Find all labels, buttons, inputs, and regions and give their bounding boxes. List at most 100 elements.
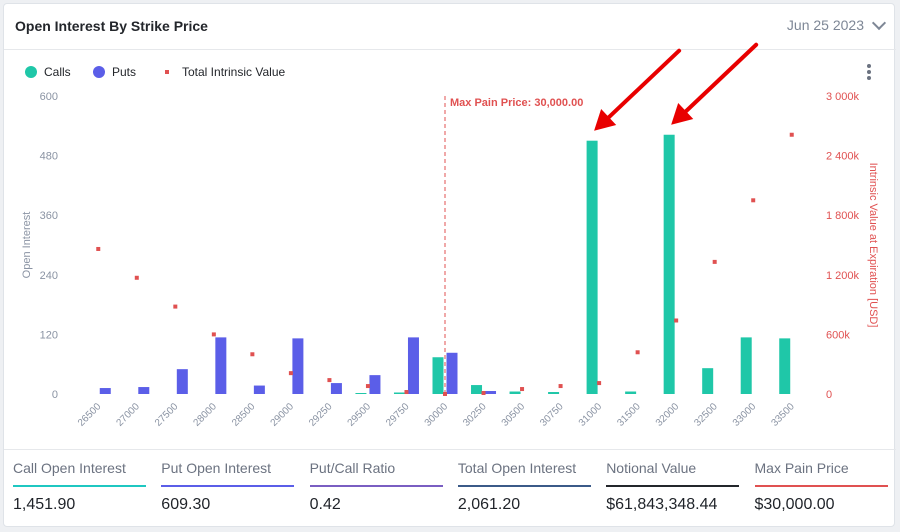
stat-value: $61,843,348.44 <box>606 496 718 513</box>
left-tick-label: 0 <box>52 389 58 401</box>
call-bar <box>471 385 483 394</box>
card-title: Open Interest By Strike Price <box>15 18 208 34</box>
max-pain-label: Max Pain Price: 30,000.00 <box>450 97 583 109</box>
intrinsic-value-point <box>327 378 332 383</box>
right-tick-label: 600k <box>826 329 850 341</box>
call-bar <box>355 393 367 394</box>
put-bar <box>253 385 265 394</box>
y2-axis-title: Intrinsic Value at Expiration [USD] <box>867 163 879 328</box>
intrinsic-value-point <box>173 304 178 309</box>
open-interest-chart: 0 120 240 360 480 600 0 600k 1 200k 1 800k 2 400k 3… <box>21 42 879 429</box>
legend-calls-marker <box>25 66 37 78</box>
annotation-arrowhead <box>594 108 617 131</box>
put-bar <box>292 338 304 394</box>
call-bar <box>779 338 791 394</box>
stat-value: 2,061.20 <box>457 496 521 513</box>
legend-label: Calls <box>44 65 71 79</box>
stat-underline <box>13 485 146 487</box>
call-bar <box>393 392 405 394</box>
call-bar <box>509 391 521 394</box>
intrinsic-value-point <box>712 259 717 264</box>
stat-call-open-interest: Call Open Interest 1,451.90 <box>13 450 146 529</box>
call-bar <box>740 337 752 394</box>
legend-intrinsic-marker <box>165 70 169 74</box>
stat-put-open-interest: Put Open Interest 609.30 <box>161 450 295 529</box>
put-bar <box>446 352 458 394</box>
put-bar <box>485 391 497 394</box>
left-tick-label: 480 <box>40 151 58 163</box>
x-tick-label: 30250 <box>461 401 489 429</box>
card-header: Open Interest By Strike Price Jun 25 202… <box>4 4 896 50</box>
stat-underline <box>457 485 591 487</box>
stat-label: Notional Value <box>606 460 697 476</box>
stat-label: Max Pain Price <box>754 460 849 476</box>
stat-underline <box>161 485 295 487</box>
intrinsic-value-point <box>558 384 563 389</box>
stat-value: 0.42 <box>309 496 341 513</box>
intrinsic-value-point <box>789 132 794 137</box>
chart-menu-icon[interactable] <box>864 64 874 84</box>
stat-value: 609.30 <box>161 496 211 513</box>
x-tick-label: 33500 <box>769 401 797 429</box>
stat-label: Put Open Interest <box>161 460 272 476</box>
x-tick-label: 33000 <box>731 401 759 429</box>
stat-label: Put/Call Ratio <box>309 460 396 476</box>
x-tick-label: 27000 <box>114 401 142 429</box>
intrinsic-value-point <box>134 275 139 280</box>
y-axis-title: Open Interest <box>21 212 33 279</box>
call-bar <box>625 391 637 394</box>
put-bar <box>215 337 227 394</box>
intrinsic-value-point <box>520 387 525 392</box>
x-tick-label: 29250 <box>307 401 335 429</box>
x-tick-label: 28000 <box>192 401 220 429</box>
put-bar <box>138 387 150 394</box>
stat-underline <box>309 485 443 487</box>
stat-label: Total Open Interest <box>457 460 577 476</box>
right-tick-label: 1 200k <box>826 270 860 282</box>
call-bar <box>702 368 714 394</box>
intrinsic-value-point <box>211 332 216 337</box>
x-tick-label: 30000 <box>423 401 451 429</box>
legend-puts-marker <box>93 66 105 78</box>
open-interest-card: Open Interest By Strike Price Jun 25 202… <box>3 3 896 528</box>
intrinsic-value-point <box>751 198 756 203</box>
right-tick-label: 3 000k <box>826 91 860 103</box>
left-tick-label: 360 <box>40 210 58 222</box>
call-bar <box>586 140 598 394</box>
legend-label: Puts <box>112 65 136 79</box>
stat-underline <box>606 485 740 487</box>
x-tick-label: 32500 <box>692 401 720 429</box>
intrinsic-value-point <box>481 391 486 396</box>
x-tick-label: 31000 <box>577 401 605 429</box>
annotation-arrow <box>678 42 759 119</box>
intrinsic-value-point <box>404 390 409 395</box>
put-bar <box>330 383 342 394</box>
put-bar <box>369 375 381 394</box>
intrinsic-value-point <box>635 350 640 355</box>
put-bar <box>176 369 188 394</box>
x-tick-label: 29000 <box>269 401 297 429</box>
stat-value: $30,000.00 <box>754 496 835 513</box>
x-tick-label: 31500 <box>615 401 643 429</box>
right-tick-label: 2 400k <box>826 151 860 163</box>
annotation-arrowhead <box>671 103 694 125</box>
x-tick-label: 29500 <box>346 401 374 429</box>
intrinsic-value-point <box>597 381 602 386</box>
intrinsic-value-point <box>365 384 370 389</box>
put-bar <box>407 337 419 394</box>
right-tick-label: 0 <box>826 389 832 401</box>
stats-bar: Call Open Interest 1,451.90 Put Open Inter… <box>4 449 896 528</box>
right-tick-label: 1 800k <box>826 210 860 222</box>
x-tick-label: 27500 <box>153 401 181 429</box>
expiry-date-select[interactable]: Jun 25 2023 <box>787 15 887 33</box>
call-bar <box>548 392 560 394</box>
put-bar <box>99 388 111 394</box>
annotation-arrow <box>601 48 682 125</box>
intrinsic-value-point <box>674 318 679 323</box>
stat-underline <box>754 485 888 487</box>
intrinsic-value-point <box>288 371 293 376</box>
stat-put-call-ratio: Put/Call Ratio 0.42 <box>309 450 443 529</box>
x-tick-label: 30500 <box>500 401 528 429</box>
x-tick-label: 32000 <box>654 401 682 429</box>
call-bar <box>432 357 444 394</box>
